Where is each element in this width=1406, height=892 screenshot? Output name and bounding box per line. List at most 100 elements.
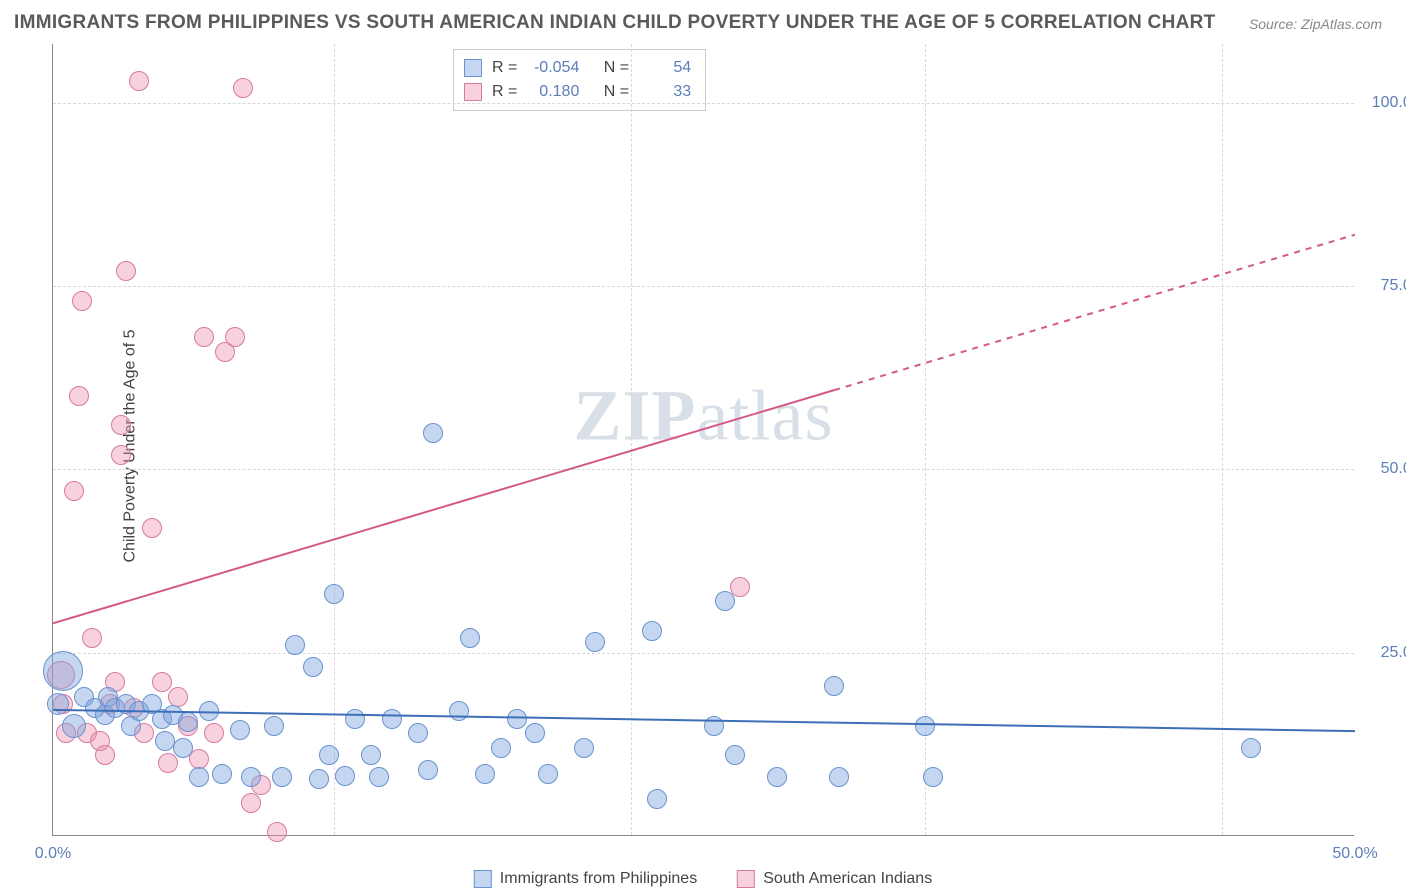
- legend-n-south-american: 33: [639, 80, 691, 104]
- scatter-point-philippines: [285, 635, 305, 655]
- watermark-atlas: atlas: [697, 375, 834, 455]
- source-attribution: Source: ZipAtlas.com: [1249, 16, 1382, 32]
- watermark-zip: ZIP: [574, 375, 697, 455]
- scatter-point-philippines: [423, 423, 443, 443]
- scatter-point-philippines: [574, 738, 594, 758]
- scatter-point-philippines: [704, 716, 724, 736]
- scatter-point-philippines: [923, 767, 943, 787]
- scatter-point-philippines: [715, 591, 735, 611]
- scatter-point-south-american: [233, 78, 253, 98]
- legend-r-philippines: -0.054: [527, 56, 579, 80]
- scatter-point-philippines: [241, 767, 261, 787]
- scatter-point-philippines: [319, 745, 339, 765]
- scatter-point-philippines: [309, 769, 329, 789]
- scatter-point-philippines: [538, 764, 558, 784]
- gridline-horizontal: [53, 103, 1354, 104]
- scatter-point-philippines: [725, 745, 745, 765]
- trendline-south-american: [53, 44, 1355, 836]
- legend-row-south-american: R = 0.180 N = 33: [464, 80, 691, 104]
- scatter-point-philippines: [62, 714, 86, 738]
- scatter-point-south-american: [204, 723, 224, 743]
- scatter-point-philippines: [491, 738, 511, 758]
- legend-swatch-philippines-bottom: [474, 870, 492, 888]
- legend-swatch-south-american-bottom: [737, 870, 755, 888]
- scatter-point-south-american: [129, 71, 149, 91]
- y-tick-label: 100.0%: [1362, 94, 1406, 112]
- legend-r-label: R =: [492, 56, 517, 80]
- scatter-point-philippines: [647, 789, 667, 809]
- source-prefix: Source:: [1249, 16, 1301, 32]
- plot-area: ZIPatlas R = -0.054 N = 54 R = 0.180 N =…: [52, 44, 1354, 836]
- legend-n-philippines: 54: [639, 56, 691, 80]
- scatter-point-south-american: [730, 577, 750, 597]
- legend-row-philippines: R = -0.054 N = 54: [464, 56, 691, 80]
- y-tick-label: 25.0%: [1362, 644, 1406, 662]
- scatter-point-south-american: [267, 822, 287, 842]
- legend-label-philippines: Immigrants from Philippines: [500, 870, 697, 887]
- legend-n-label: N =: [604, 56, 629, 80]
- scatter-point-south-american: [152, 672, 172, 692]
- y-tick-label: 50.0%: [1362, 460, 1406, 478]
- scatter-point-south-american: [116, 261, 136, 281]
- scatter-point-south-american: [142, 518, 162, 538]
- scatter-point-philippines: [642, 621, 662, 641]
- scatter-point-south-american: [168, 687, 188, 707]
- scatter-point-philippines: [418, 760, 438, 780]
- scatter-point-philippines: [382, 709, 402, 729]
- scatter-point-philippines: [230, 720, 250, 740]
- scatter-point-philippines: [324, 584, 344, 604]
- legend-r-label: R =: [492, 80, 517, 104]
- legend-item-philippines: Immigrants from Philippines: [474, 870, 697, 888]
- scatter-point-south-american: [225, 327, 245, 347]
- gridline-horizontal: [53, 653, 1354, 654]
- scatter-point-philippines: [361, 745, 381, 765]
- scatter-point-philippines: [345, 709, 365, 729]
- scatter-point-philippines: [1241, 738, 1261, 758]
- scatter-point-south-american: [241, 793, 261, 813]
- legend-swatch-philippines: [464, 59, 482, 77]
- scatter-point-philippines: [585, 632, 605, 652]
- scatter-point-philippines: [335, 766, 355, 786]
- scatter-point-philippines: [369, 767, 389, 787]
- scatter-point-philippines: [829, 767, 849, 787]
- scatter-point-philippines: [189, 767, 209, 787]
- gridline-horizontal: [53, 469, 1354, 470]
- legend-n-label: N =: [604, 80, 629, 104]
- x-tick-label: 50.0%: [1332, 845, 1377, 863]
- legend-swatch-south-american: [464, 83, 482, 101]
- watermark: ZIPatlas: [574, 374, 834, 457]
- x-tick-label: 0.0%: [35, 845, 71, 863]
- scatter-point-philippines: [303, 657, 323, 677]
- gridline-horizontal: [53, 286, 1354, 287]
- scatter-point-philippines: [272, 767, 292, 787]
- scatter-point-philippines: [475, 764, 495, 784]
- scatter-point-philippines: [507, 709, 527, 729]
- legend-bottom: Immigrants from Philippines South Americ…: [474, 870, 932, 888]
- chart-title: IMMIGRANTS FROM PHILIPPINES VS SOUTH AME…: [14, 12, 1216, 34]
- gridline-vertical: [631, 44, 632, 835]
- scatter-point-south-american: [82, 628, 102, 648]
- source-name: ZipAtlas.com: [1301, 16, 1382, 32]
- scatter-point-south-american: [69, 386, 89, 406]
- scatter-point-philippines: [460, 628, 480, 648]
- scatter-point-philippines: [212, 764, 232, 784]
- scatter-point-philippines: [449, 701, 469, 721]
- scatter-point-philippines: [155, 731, 175, 751]
- scatter-point-philippines: [525, 723, 545, 743]
- scatter-point-philippines: [47, 693, 69, 715]
- trendline-philippines: [53, 44, 1355, 836]
- scatter-point-philippines: [199, 701, 219, 721]
- gridline-vertical: [334, 44, 335, 835]
- scatter-point-philippines: [408, 723, 428, 743]
- scatter-point-south-american: [95, 745, 115, 765]
- scatter-point-philippines: [264, 716, 284, 736]
- scatter-point-south-american: [111, 445, 131, 465]
- scatter-point-philippines: [178, 712, 198, 732]
- scatter-point-philippines: [767, 767, 787, 787]
- scatter-point-south-american: [64, 481, 84, 501]
- scatter-point-philippines: [915, 716, 935, 736]
- scatter-point-south-american: [72, 291, 92, 311]
- scatter-point-south-american: [194, 327, 214, 347]
- y-tick-label: 75.0%: [1362, 277, 1406, 295]
- scatter-point-philippines: [43, 651, 83, 691]
